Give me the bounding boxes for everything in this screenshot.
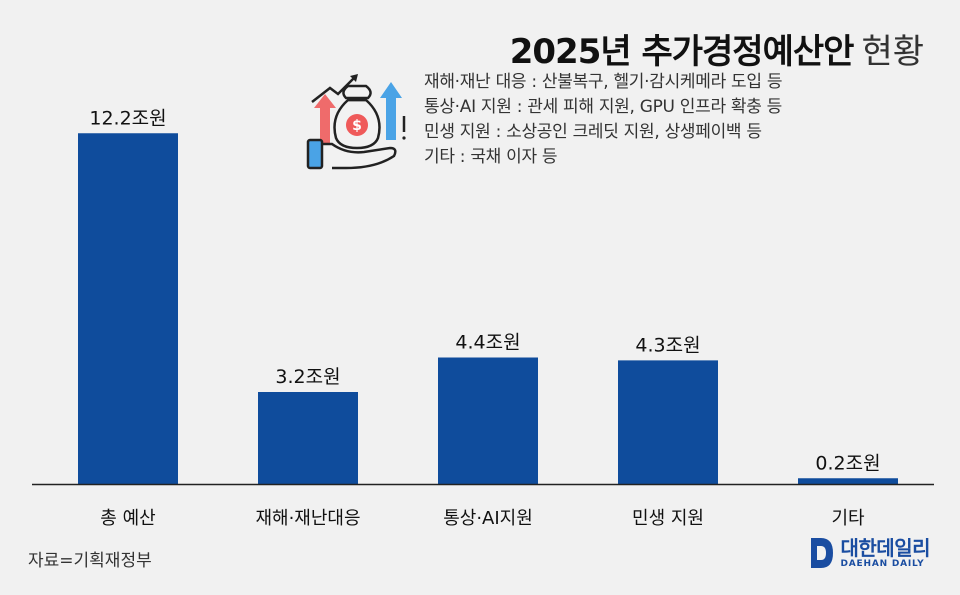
bar: [258, 392, 358, 484]
note-line: 기타 : 국채 이자 등: [424, 147, 558, 167]
brand-name-ko: 대한데일리: [840, 535, 931, 560]
title-sub: 현황: [861, 32, 924, 72]
category-label: 통상·AI지원: [443, 508, 533, 529]
bar-value-label: 3.2조원: [275, 366, 340, 388]
note-line: 통상·AI 지원 : 관세 피해 지원, GPU 인프라 확충 등: [424, 97, 783, 117]
category-label: 기타: [831, 508, 865, 529]
category-notes: 재해·재난 대응 : 산불복구, 헬기·감시케메라 도입 등 통상·AI 지원 …: [424, 70, 782, 170]
bar-value-label: 0.2조원: [815, 452, 880, 474]
bar-value-label: 12.2조원: [89, 107, 166, 129]
bar: [618, 360, 718, 484]
bar: [798, 478, 898, 484]
bar: [438, 357, 538, 484]
note-line: 민생 지원 : 소상공인 크레딧 지원, 상생페이백 등: [424, 122, 762, 142]
category-label: 민생 지원: [632, 508, 704, 529]
daehan-logo-icon: [810, 538, 833, 568]
chart-title: 2025년 추가경정예산안 현황: [510, 24, 924, 73]
note-line: 재해·재난 대응 : 산불복구, 헬기·감시케메라 도입 등: [424, 72, 783, 92]
brand-name-en: DAEHAN DAILY: [840, 558, 925, 569]
bar-value-label: 4.4조원: [455, 332, 520, 354]
brand-logo: 대한데일리 DAEHAN DAILY: [809, 535, 931, 570]
category-label: 재해·재난대응: [255, 508, 360, 529]
title-main: 2025년 추가경정예산안: [509, 32, 855, 72]
bar: [78, 133, 178, 484]
svg-text:$: $: [352, 118, 362, 134]
category-label: 총 예산: [100, 508, 155, 529]
bar-value-label: 4.3조원: [635, 334, 700, 356]
money-bag-hand-icon: $: [306, 74, 406, 170]
source-note: 자료=기획재정부: [28, 551, 152, 571]
